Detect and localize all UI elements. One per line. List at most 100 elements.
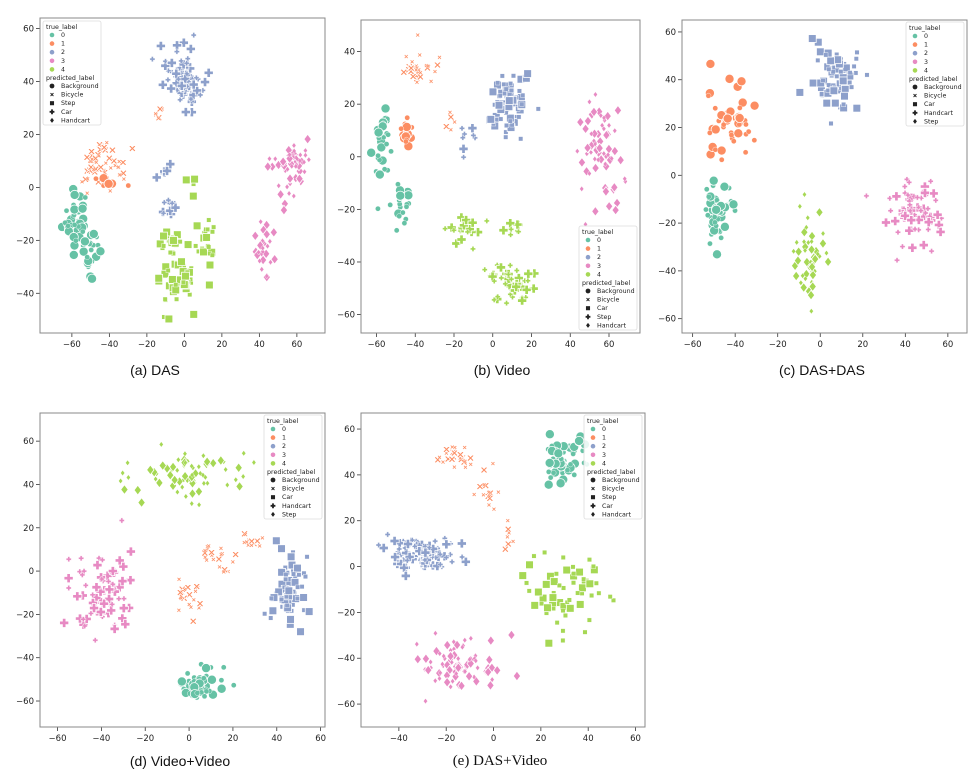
data-point xyxy=(791,248,796,255)
data-point xyxy=(622,175,628,182)
data-point xyxy=(745,128,752,135)
data-point xyxy=(808,78,818,88)
data-point xyxy=(166,469,175,481)
data-point xyxy=(556,582,562,588)
data-point xyxy=(191,597,197,603)
legend-shape-marker xyxy=(585,314,591,320)
data-point xyxy=(471,492,477,497)
legend-item-true-label: 0 xyxy=(61,32,65,39)
data-point xyxy=(906,179,912,186)
legend-title-predicted-label: predicted_label xyxy=(267,469,315,476)
data-point xyxy=(734,113,745,124)
legend-color-marker xyxy=(270,452,276,458)
legend-item-true-label: 4 xyxy=(602,460,606,467)
data-point xyxy=(830,69,836,75)
y-tick-label: 0 xyxy=(671,171,676,181)
data-point xyxy=(409,72,418,81)
data-point xyxy=(432,645,441,657)
x-tick-label: 0 xyxy=(182,340,187,350)
data-point xyxy=(481,266,488,273)
data-point xyxy=(279,204,289,216)
data-point xyxy=(520,92,526,98)
data-point xyxy=(421,653,431,665)
data-point xyxy=(514,267,520,274)
data-point xyxy=(260,248,266,255)
data-point xyxy=(83,153,92,162)
legend-item-predicted-label: Background xyxy=(602,477,640,484)
data-point xyxy=(218,546,224,551)
legend-item-true-label: 2 xyxy=(282,443,286,450)
data-point xyxy=(176,456,181,463)
x-tick-label: −20 xyxy=(769,340,787,350)
data-point xyxy=(797,203,803,210)
data-point xyxy=(89,157,95,162)
legend-item-true-label: 1 xyxy=(602,435,606,442)
data-point xyxy=(87,273,98,284)
data-point xyxy=(728,199,739,210)
data-point xyxy=(503,86,509,92)
data-point xyxy=(853,56,859,62)
data-point xyxy=(459,554,465,560)
data-point xyxy=(169,200,175,207)
legend-shape-marker xyxy=(913,93,917,98)
data-point xyxy=(183,493,189,500)
data-point xyxy=(531,553,537,559)
data-point xyxy=(530,601,540,610)
legend-item-true-label: 0 xyxy=(924,33,928,40)
data-point xyxy=(272,536,281,546)
data-point xyxy=(599,122,605,129)
y-tick-label: −60 xyxy=(337,700,355,710)
data-point xyxy=(503,300,510,306)
data-point xyxy=(495,262,506,273)
data-point xyxy=(598,112,604,119)
data-point xyxy=(446,113,455,122)
data-point xyxy=(791,270,801,282)
data-point xyxy=(220,664,227,671)
data-point xyxy=(450,448,459,457)
data-point xyxy=(466,658,475,670)
data-point xyxy=(733,128,744,139)
data-point xyxy=(704,212,711,218)
data-point xyxy=(205,226,210,232)
data-point xyxy=(117,576,128,587)
data-point xyxy=(711,214,718,220)
data-point xyxy=(473,657,479,664)
data-point xyxy=(189,500,195,507)
caption-c: (c) DAS+DAS xyxy=(779,362,865,378)
data-point xyxy=(826,66,832,72)
data-point xyxy=(590,564,596,569)
legend-item-predicted-label: Background xyxy=(597,288,635,295)
data-point xyxy=(468,462,473,467)
data-point xyxy=(401,121,412,132)
data-point xyxy=(209,252,215,258)
data-point xyxy=(810,253,820,265)
data-point xyxy=(276,188,285,200)
data-point xyxy=(524,580,529,586)
data-point xyxy=(570,564,576,570)
data-point xyxy=(200,675,207,682)
legend-shape-marker xyxy=(591,511,595,517)
data-point xyxy=(174,467,180,474)
data-point xyxy=(494,100,504,110)
data-point xyxy=(447,455,457,464)
legend-title-true-label: true_label xyxy=(909,25,941,32)
scatter-panel-e: −40 −20 0 20 40 60−60−40−200204060true_label0… xyxy=(337,412,646,744)
data-point xyxy=(706,193,712,200)
data-point xyxy=(724,73,735,84)
data-point xyxy=(613,104,623,116)
data-point xyxy=(156,104,165,113)
data-point xyxy=(89,603,100,614)
legend-item-predicted-label: Background xyxy=(924,84,962,91)
data-point xyxy=(808,269,818,281)
data-point xyxy=(543,603,552,613)
data-point xyxy=(492,664,502,676)
y-tick-label: −40 xyxy=(658,267,676,277)
data-point xyxy=(376,142,387,153)
data-point xyxy=(155,477,164,489)
data-point xyxy=(575,590,581,596)
data-point xyxy=(587,98,592,105)
data-point xyxy=(156,116,161,121)
data-point xyxy=(81,613,92,624)
data-point xyxy=(154,273,164,283)
